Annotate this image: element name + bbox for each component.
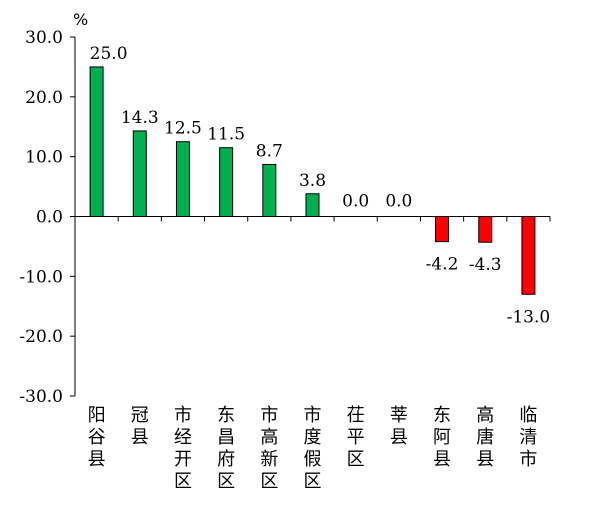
data-label-3: 12.5	[164, 119, 202, 139]
bars-layer	[89, 66, 536, 295]
category-label-5: 市高新区	[260, 405, 278, 492]
category-label-4: 东昌府区	[217, 405, 235, 492]
data-label-5: 8.7	[256, 141, 283, 161]
bar-10	[478, 216, 493, 243]
y-tick-label: 30.0	[25, 28, 63, 48]
axes-layer	[74, 37, 551, 396]
category-label-8: 莘县	[390, 405, 408, 448]
bar-1	[89, 66, 104, 217]
data-label-9: -4.2	[426, 255, 459, 275]
bar-3	[175, 141, 190, 217]
category-labels-layer: 阳谷县 冠县 市经开区 东昌府区 市高新区 市度假区 茌平区 莘县 东阿县 高唐县 临清市	[88, 405, 538, 492]
bar-6	[305, 193, 320, 218]
category-label-7: 茌平区	[347, 405, 365, 470]
y-tick-label: 0.0	[36, 208, 63, 228]
category-label-3: 市经开区	[174, 405, 192, 492]
y-tick-label: -20.0	[19, 327, 63, 347]
data-label-4: 11.5	[207, 125, 245, 145]
data-label-1: 25.0	[90, 44, 128, 64]
category-label-11: 临清市	[519, 405, 537, 470]
category-label-1: 阳谷县	[88, 405, 106, 470]
category-label-2: 冠县	[131, 405, 149, 448]
bar-2	[132, 130, 147, 218]
bar-11	[521, 216, 536, 295]
y-tick-label: 20.0	[25, 88, 63, 108]
y-tick-label: -30.0	[19, 387, 63, 407]
data-label-8: 0.0	[385, 192, 412, 212]
bar-4	[219, 147, 234, 217]
y-ticks-layer: 30.0 20.0 10.0 0.0 -10.0 -20.0 -30.0	[19, 28, 75, 407]
bar-5	[262, 163, 277, 218]
data-label-6: 3.8	[299, 171, 326, 191]
category-label-6: 市度假区	[304, 405, 322, 492]
bar-9	[435, 216, 450, 243]
y-tick-label: 10.0	[25, 148, 63, 168]
data-label-11: -13.0	[507, 307, 551, 327]
category-label-10: 高唐县	[476, 405, 494, 470]
y-axis-unit-label: %	[73, 10, 88, 29]
category-label-9: 东阿县	[433, 405, 451, 470]
y-tick-label: -10.0	[19, 267, 63, 287]
data-label-2: 14.3	[121, 108, 159, 128]
data-label-10: -4.3	[469, 255, 502, 275]
data-label-7: 0.0	[342, 192, 369, 212]
data-labels-layer: 25.0 14.312.5 11.5 8.7 3.8 0.0 0.0 -4.2 -4.3 -13.…	[90, 44, 551, 327]
